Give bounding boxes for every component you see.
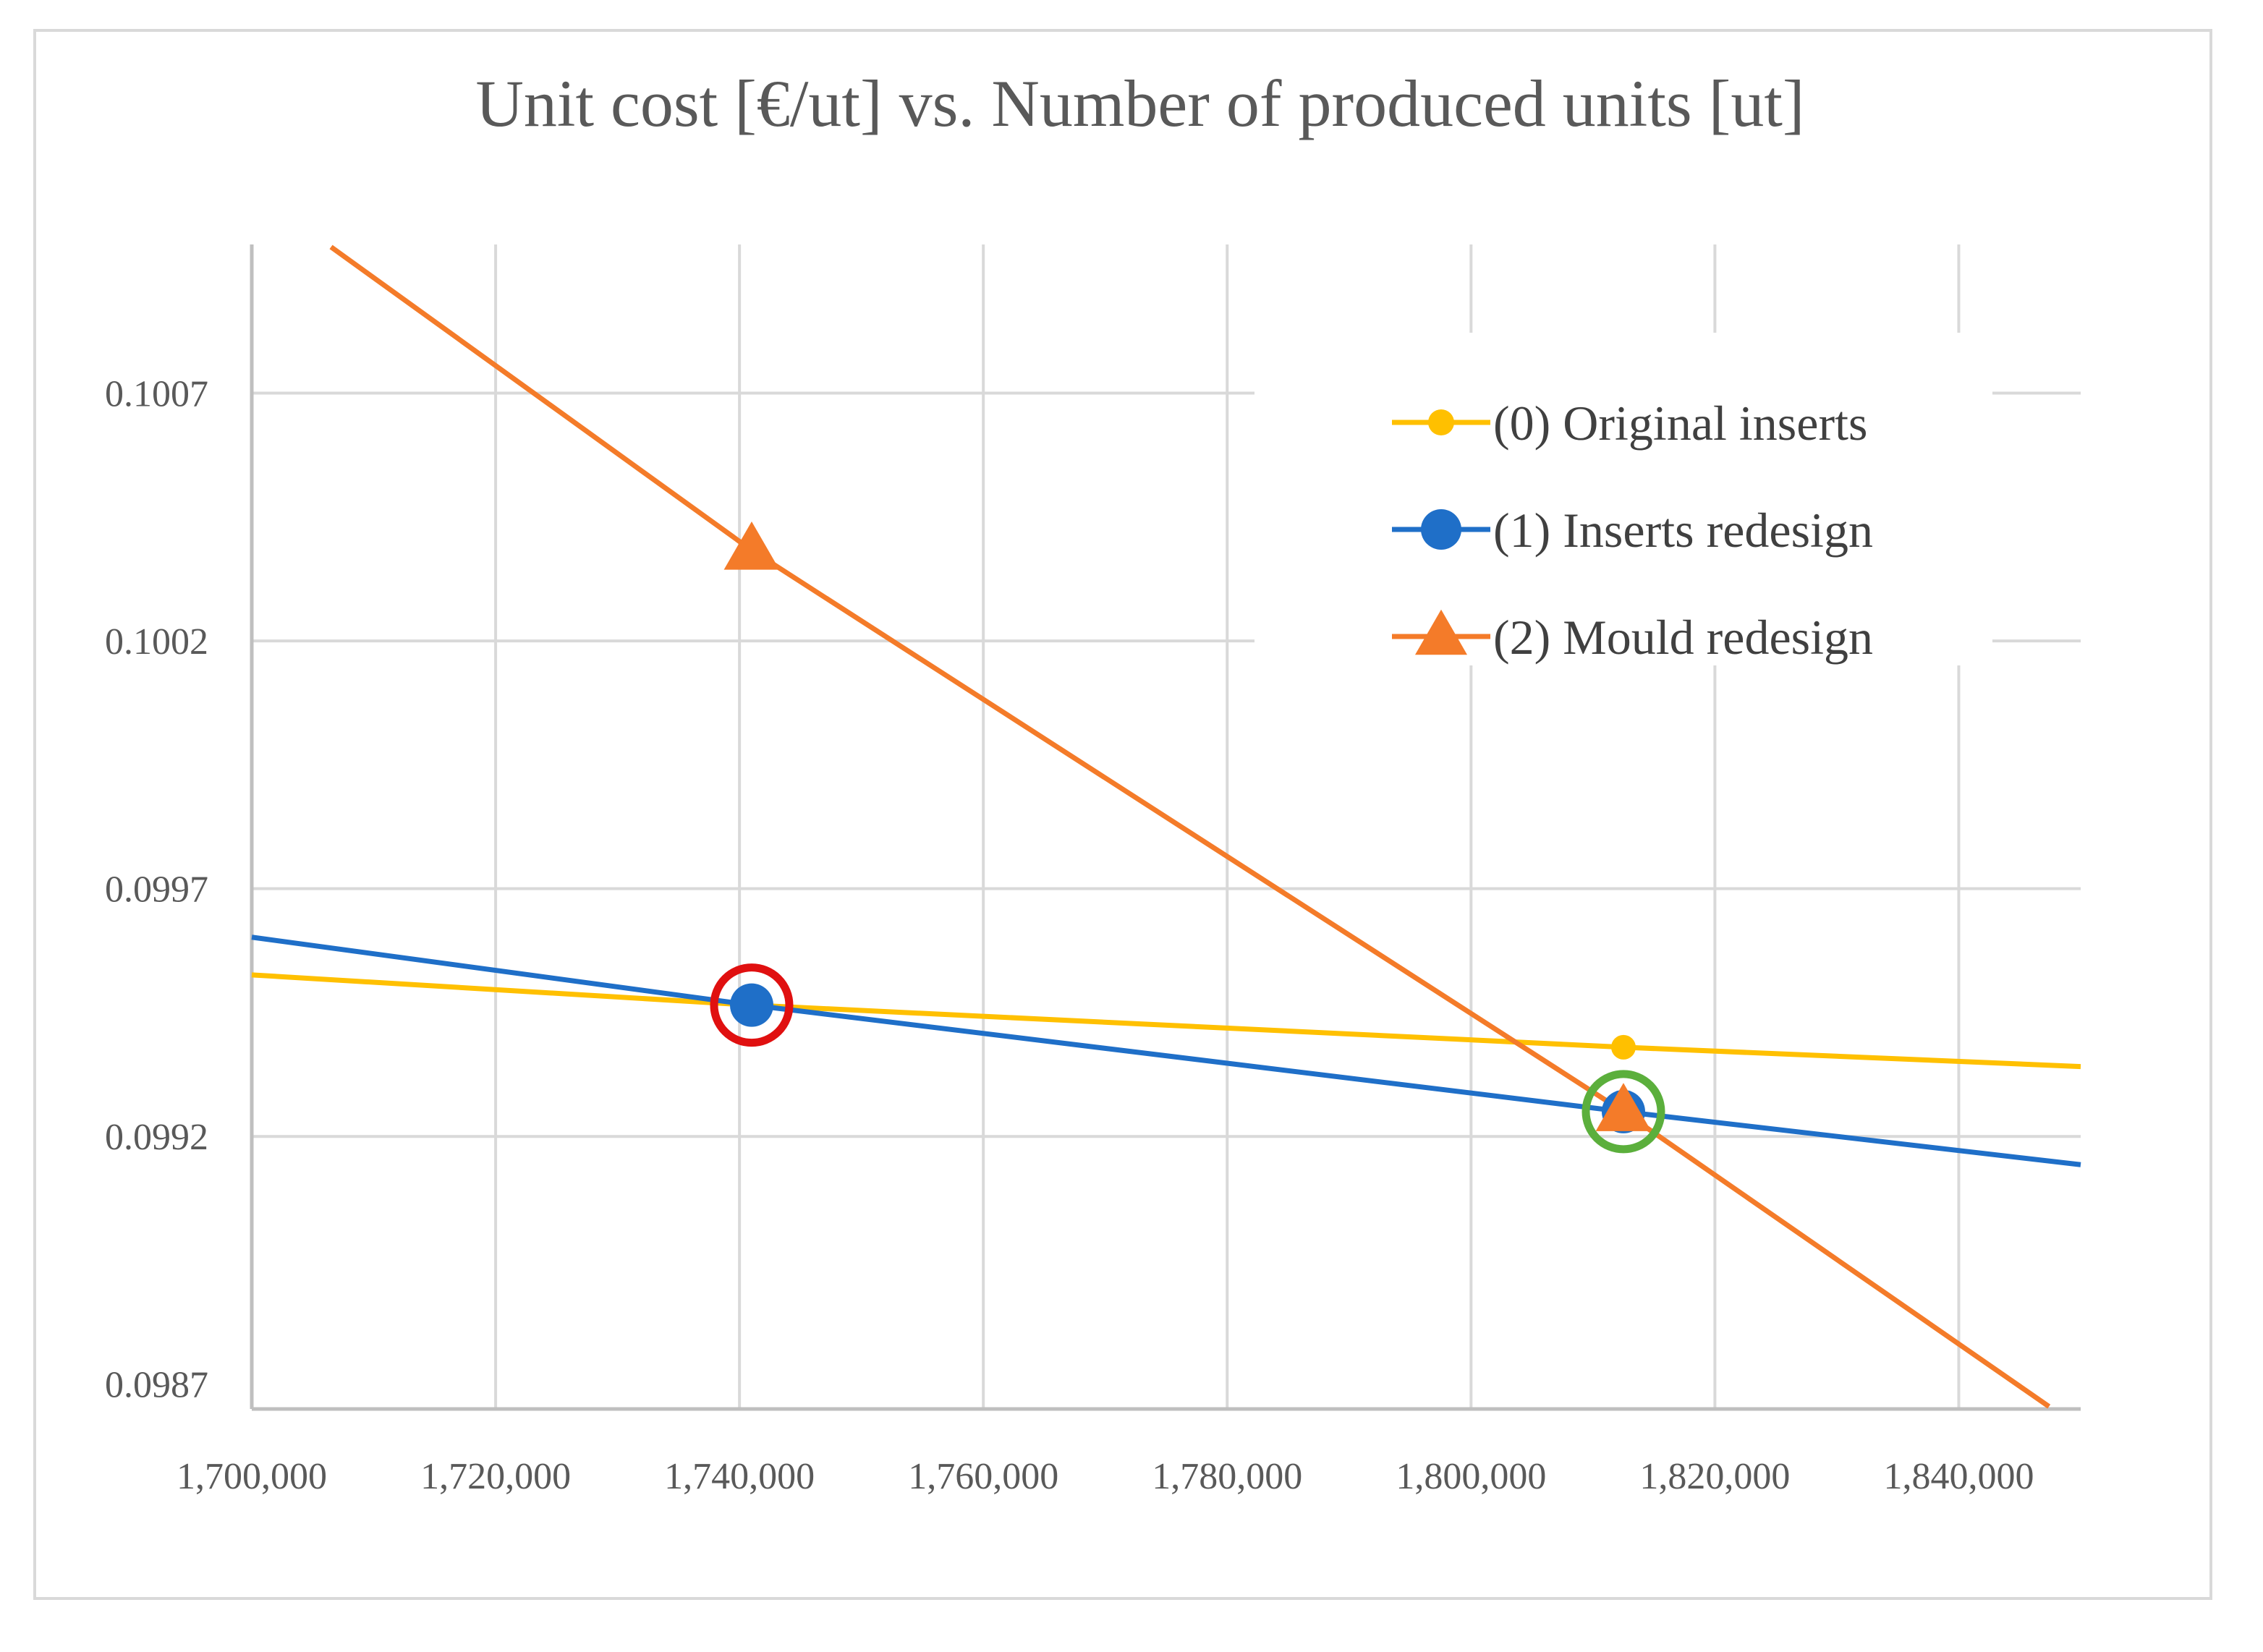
legend-circle-marker (1428, 409, 1454, 435)
y-tick-label: 0.0992 (105, 1117, 208, 1158)
x-tick-label: 1,840,000 (1883, 1456, 2034, 1497)
series-lines (251, 244, 2081, 1409)
chart-title: Unit cost [€/ut] vs. Number of produced … (475, 67, 1804, 140)
highlight-circle (710, 963, 794, 1047)
triangle-marker (1595, 1083, 1652, 1131)
highlight-circle (1581, 1070, 1665, 1154)
legend-label: (0) Original inserts (1493, 396, 1867, 451)
circle-marker (1611, 1034, 1636, 1060)
chart-svg: Unit cost [€/ut] vs. Number of produced … (105, 67, 2081, 1497)
series-line (251, 972, 2081, 1070)
x-tick-label: 1,740,000 (664, 1456, 815, 1497)
legend-triangle-marker (1415, 609, 1467, 655)
chart-frame: Unit cost [€/ut] vs. Number of produced … (33, 29, 2212, 1600)
series-markers (723, 521, 1652, 1133)
y-tick-label: 0.1007 (105, 374, 208, 415)
legend-circle-marker (1421, 509, 1461, 550)
y-axis-ticks: 0.0987 0.0992 0.0997 0.1002 0.1007 (105, 374, 208, 1406)
legend-label: (1) Inserts redesign (1493, 503, 1873, 558)
legend-label: (2) Mould redesign (1493, 610, 1873, 665)
y-tick-label: 0.0987 (105, 1365, 208, 1406)
x-tick-label: 1,700,000 (177, 1456, 327, 1497)
triangle-marker (723, 521, 780, 570)
legend: (0) Original inserts (1) Inserts redesign… (1392, 396, 1873, 665)
x-tick-label: 1,780,000 (1152, 1456, 1302, 1497)
legend-box (1254, 333, 1992, 665)
x-tick-label: 1,720,000 (420, 1456, 571, 1497)
legend-background (1254, 333, 1992, 665)
series-line (251, 934, 2081, 1167)
y-tick-label: 0.1002 (105, 621, 208, 663)
series-line (329, 244, 2051, 1409)
circle-marker (729, 983, 773, 1027)
axes (250, 244, 2081, 1411)
x-axis-ticks: 1,700,000 1,720,000 1,740,000 1,760,000 1,78… (177, 1456, 2034, 1497)
x-tick-label: 1,820,000 (1639, 1456, 1790, 1497)
highlight-annotations (710, 963, 1665, 1154)
y-tick-label: 0.0997 (105, 869, 208, 911)
x-tick-label: 1,760,000 (908, 1456, 1058, 1497)
x-tick-label: 1,800,000 (1396, 1456, 1546, 1497)
